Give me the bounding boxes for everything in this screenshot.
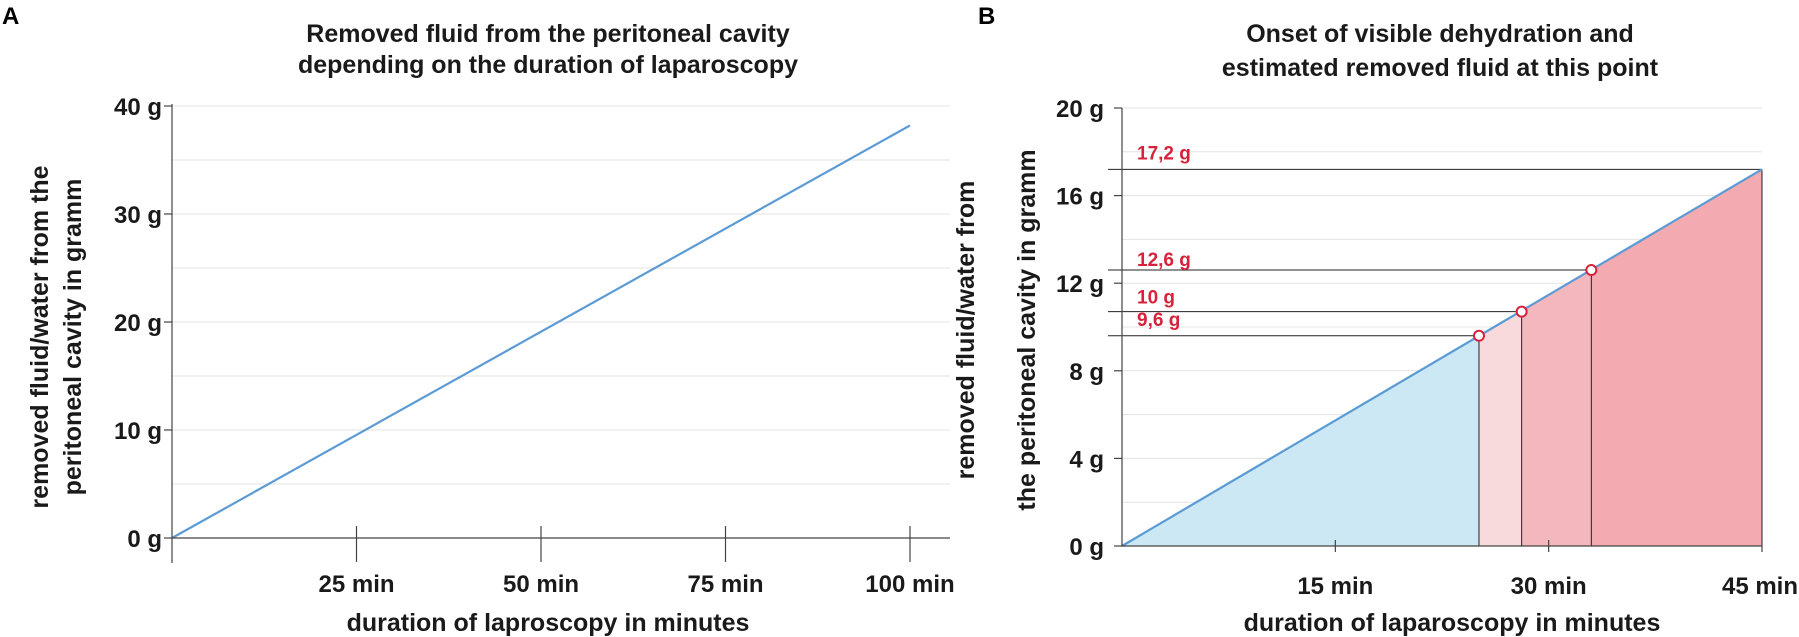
chart-title-line-2: estimated removed fluid at this point [1222,54,1659,82]
annotation-label: 9,6 g [1137,310,1180,331]
y-tick-label: 20 g [1056,96,1104,123]
y-tick-label: 0 g [127,526,162,553]
panel-a: A Removed fluid from the peritoneal cavi… [2,3,955,637]
plot-area [171,124,911,539]
y-tick-label: 30 g [114,202,162,229]
x-tick-label: 50 min [503,571,579,598]
y-axis-label-line-2: the peritoneal cavity in gramm [1013,149,1041,510]
x-tick-labels: 25 min 50 min 75 min 100 min [318,571,954,598]
x-tick-label: 15 min [1297,573,1373,600]
y-tick-label: 40 g [114,94,162,121]
marker-circle [1472,329,1485,342]
y-tick-labels: 0 g 10 g 20 g 30 g 40 g [114,94,162,553]
axes [164,104,950,563]
y-axis-label-line-1: removed fluid/water from [952,181,980,480]
y-tick-label: 16 g [1056,184,1104,211]
annotation-label: 17,2 g [1137,143,1191,164]
shaded-region [1521,269,1592,546]
y-axis-label-line-1: removed fluid/water from the [26,165,54,508]
y-tick-label: 12 g [1056,271,1104,298]
annotation-label: 12,6 g [1137,250,1191,271]
marker-circle [1515,305,1528,318]
x-axis-label: duration of laparoscopy in minutes [1244,609,1661,637]
y-tick-label: 0 g [1069,534,1104,561]
x-tick-label: 75 min [687,571,763,598]
chart-title-line-1: Onset of visible dehydration and [1246,20,1634,48]
x-tick-label: 100 min [865,571,954,598]
y-tick-label: 4 g [1069,446,1104,473]
x-tick-label: 30 min [1511,573,1587,600]
x-axis-label: duration of laproscopy in minutes [347,609,750,637]
shaded-region [1591,169,1762,546]
chart-title-line-2: depending on the duration of laparoscopy [298,51,798,79]
y-tick-label: 10 g [114,418,162,445]
axes [1114,107,1763,552]
chart-title-line-1: Removed fluid from the peritoneal cavity [306,20,790,48]
x-tick-labels: 15 min 30 min 45 min [1297,573,1798,600]
y-tick-labels: 0 g 4 g 8 g 12 g 16 g 20 g [1056,96,1104,561]
x-tick-label: 25 min [318,571,394,598]
y-tick-label: 20 g [114,310,162,337]
panel-b: B Onset of visible dehydration and estim… [952,3,1798,637]
x-tick-label: 45 min [1722,573,1798,600]
y-tick-label: 8 g [1069,359,1104,386]
series-line [1121,168,1763,547]
annotation-label: 10 g [1137,288,1175,309]
panel-label-b: B [978,3,995,30]
plot-area: 17,2 g 9,6 g10 g 12,6 g [1108,143,1763,547]
grid [172,105,950,485]
shaded-region [1478,310,1522,546]
series-line [171,124,911,539]
marker-circle [1585,264,1598,277]
panel-label-a: A [2,3,19,30]
y-axis-label-line-2: peritoneal cavity in gramm [59,179,87,496]
